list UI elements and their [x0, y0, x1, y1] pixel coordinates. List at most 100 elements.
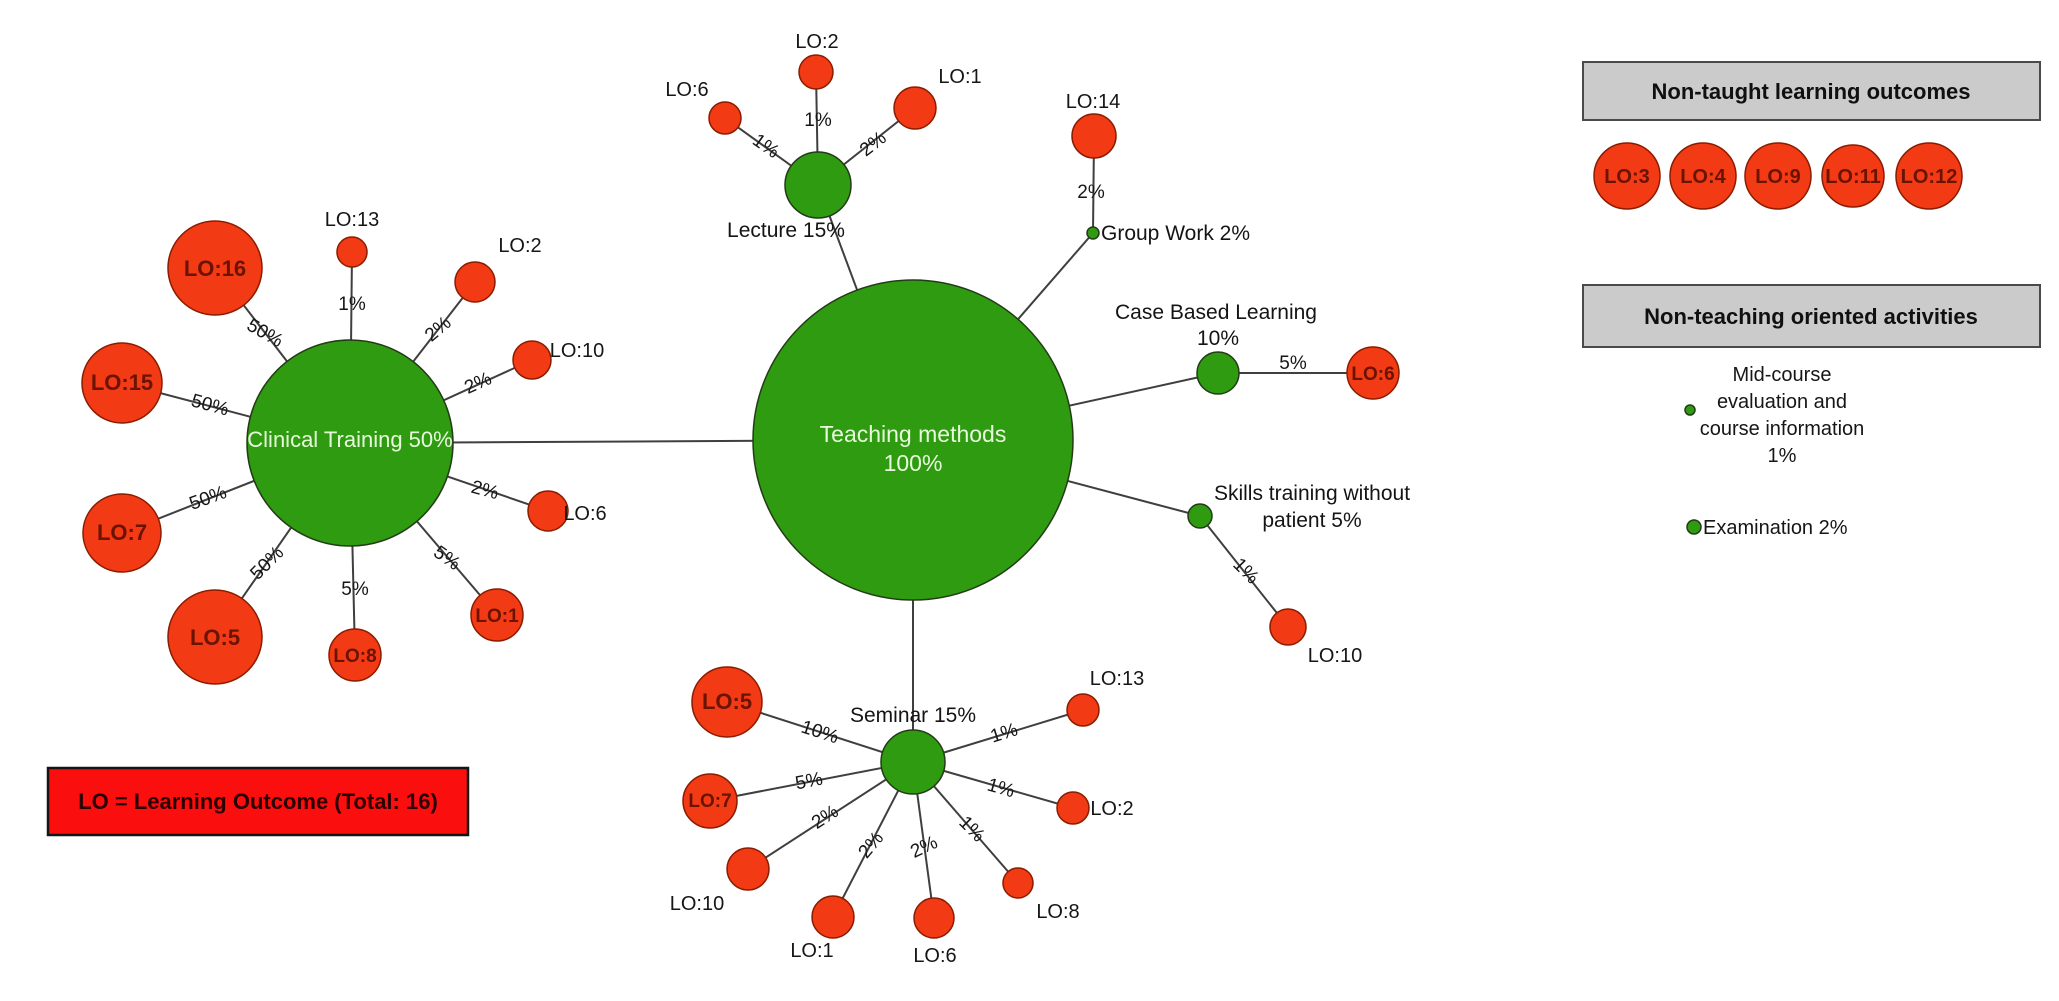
- node-seminar-lo6: [913, 897, 955, 939]
- non-taught-lo11-label: LO:11: [1825, 166, 1881, 188]
- seminar-lo8-label: LO:8: [1036, 901, 1079, 923]
- non-taught-lo9-circle: [1744, 142, 1812, 210]
- non-taught-lo4-label: LO:4: [1680, 166, 1726, 188]
- node-seminar-lo8: [1002, 867, 1034, 899]
- edge-seminar-lo7: [709, 761, 914, 802]
- node-clinical-lo15: [81, 342, 163, 424]
- seminar-lo5-label: LO:5: [702, 689, 752, 714]
- casebased-label-line1: Case Based Learning: [1115, 301, 1317, 324]
- seminar-lo13-label: LO:13: [1090, 668, 1144, 690]
- clinical-lo16-label: LO:16: [184, 256, 246, 281]
- node-seminar-lo13: [1066, 693, 1100, 727]
- node-clinical-lo6: [527, 490, 569, 532]
- node-seminar-lo1: [811, 895, 855, 939]
- seminar-lo1-pct: 2%: [855, 828, 889, 863]
- skills-label-line1: Skills training without: [1214, 482, 1410, 505]
- node-lecture: [784, 151, 852, 219]
- clinical-lo15-pct: 50%: [189, 390, 231, 420]
- node-group-work: [1086, 226, 1100, 240]
- seminar-label: Seminar 15%: [850, 704, 976, 727]
- clinical-lo6-pct: 2%: [469, 477, 501, 504]
- node-skills-lo10: [1269, 608, 1307, 646]
- non-taught-lo3-label: LO:3: [1604, 166, 1650, 188]
- node-clinical-lo2: [454, 261, 496, 303]
- seminar-lo7-label: LO:7: [688, 791, 731, 812]
- non-teaching-title: Non-teaching oriented activities: [1644, 304, 1978, 329]
- non-taught-lo9-label: LO:9: [1755, 166, 1801, 188]
- midcourse-line3: course information: [1700, 418, 1865, 440]
- non-taught-title-box: [1582, 61, 2041, 121]
- node-clinical-lo13: [336, 236, 368, 268]
- examination-dot: [1686, 519, 1702, 535]
- node-seminar-lo5: [691, 666, 763, 738]
- non-teaching-title-box: [1582, 284, 2041, 348]
- node-seminar: [880, 729, 946, 795]
- node-clinical-lo10: [512, 340, 552, 380]
- panel-non-teaching: Non-teaching oriented activities Mid-cou…: [1582, 284, 2041, 539]
- clinical-lo13-label: LO:13: [325, 209, 379, 231]
- skills-label-line2: patient 5%: [1262, 509, 1361, 532]
- node-groupwork-lo14: [1071, 113, 1117, 159]
- casebased-label-line2: 10%: [1197, 327, 1239, 350]
- seminar-lo2-pct: 1%: [985, 775, 1017, 803]
- seminar-lo6-pct: 2%: [907, 832, 941, 863]
- non-taught-lo11-circle: [1821, 144, 1885, 208]
- legend: LO = Learning Outcome (Total: 16): [46, 766, 470, 837]
- clinical-lo8-pct: 5%: [341, 579, 369, 600]
- seminar-lo10-pct: 2%: [808, 801, 843, 834]
- node-teaching-methods: [752, 279, 1074, 601]
- groupwork-label: Group Work 2%: [1101, 222, 1250, 245]
- clinical-lo5-pct: 50%: [246, 542, 288, 584]
- seminar-lo10-label: LO:10: [670, 893, 724, 915]
- node-clinical-lo7: [82, 493, 162, 573]
- legend-text: LO = Learning Outcome (Total: 16): [78, 789, 438, 814]
- clinical-lo15-label: LO:15: [91, 370, 153, 395]
- edge-seminar-lo10: [747, 761, 914, 870]
- non-taught-title: Non-taught learning outcomes: [1652, 79, 1971, 104]
- skills-lo10-label: LO:10: [1308, 645, 1362, 667]
- non-taught-lo4-circle: [1669, 142, 1737, 210]
- edge-skills-lo10: [1199, 515, 1289, 628]
- seminar-lo13-pct: 1%: [988, 719, 1021, 747]
- node-clinical-lo1: [470, 588, 524, 642]
- clinical-lo6-label: LO:6: [563, 503, 606, 525]
- lecture-lo2-pct: 1%: [804, 110, 832, 131]
- legend-box: [46, 766, 470, 837]
- non-taught-lo12-label: LO:12: [1901, 166, 1958, 188]
- node-seminar-lo10: [726, 847, 770, 891]
- seminar-lo1-label: LO:1: [790, 940, 833, 962]
- clinical-lo13-pct: 1%: [338, 294, 366, 315]
- clinical-lo8-label: LO:8: [333, 646, 376, 667]
- node-seminar-lo2: [1056, 791, 1090, 825]
- node-casebased-lo6: [1346, 346, 1400, 400]
- midcourse-line4: 1%: [1768, 445, 1797, 467]
- clinical-lo10-label: LO:10: [550, 340, 604, 362]
- seminar-lo2-label: LO:2: [1090, 798, 1133, 820]
- midcourse-line2: evaluation and: [1717, 391, 1847, 413]
- seminar-lo5-pct: 10%: [799, 717, 842, 749]
- clinical-label: Clinical Training 50%: [247, 427, 452, 452]
- node-clinical-lo8: [328, 628, 382, 682]
- seminar-lo8-pct: 1%: [955, 812, 989, 846]
- nodes: [81, 54, 1400, 939]
- node-lecture-lo6: [708, 101, 742, 135]
- seminar-lo6-label: LO:6: [913, 945, 956, 967]
- midcourse-dot: [1684, 404, 1696, 416]
- node-case-based-learning: [1196, 351, 1240, 395]
- groupwork-lo14-label: LO:14: [1066, 91, 1120, 113]
- teaching-label-line1: Teaching methods: [820, 421, 1007, 447]
- clinical-lo7-label: LO:7: [97, 520, 147, 545]
- casebased-lo6-pct: 5%: [1279, 353, 1307, 374]
- lecture-label: Lecture 15%: [727, 219, 845, 242]
- clinical-lo1-label: LO:1: [475, 606, 519, 627]
- node-lecture-lo2: [798, 54, 834, 90]
- examination-label: Examination 2%: [1703, 517, 1848, 539]
- lecture-lo1-label: LO:1: [938, 66, 981, 88]
- non-taught-lo3-circle: [1593, 142, 1661, 210]
- clinical-lo5-label: LO:5: [190, 625, 240, 650]
- clinical-lo2-pct: 2%: [421, 312, 456, 346]
- clinical-lo2-label: LO:2: [498, 235, 541, 257]
- groupwork-lo14-pct: 2%: [1077, 182, 1105, 203]
